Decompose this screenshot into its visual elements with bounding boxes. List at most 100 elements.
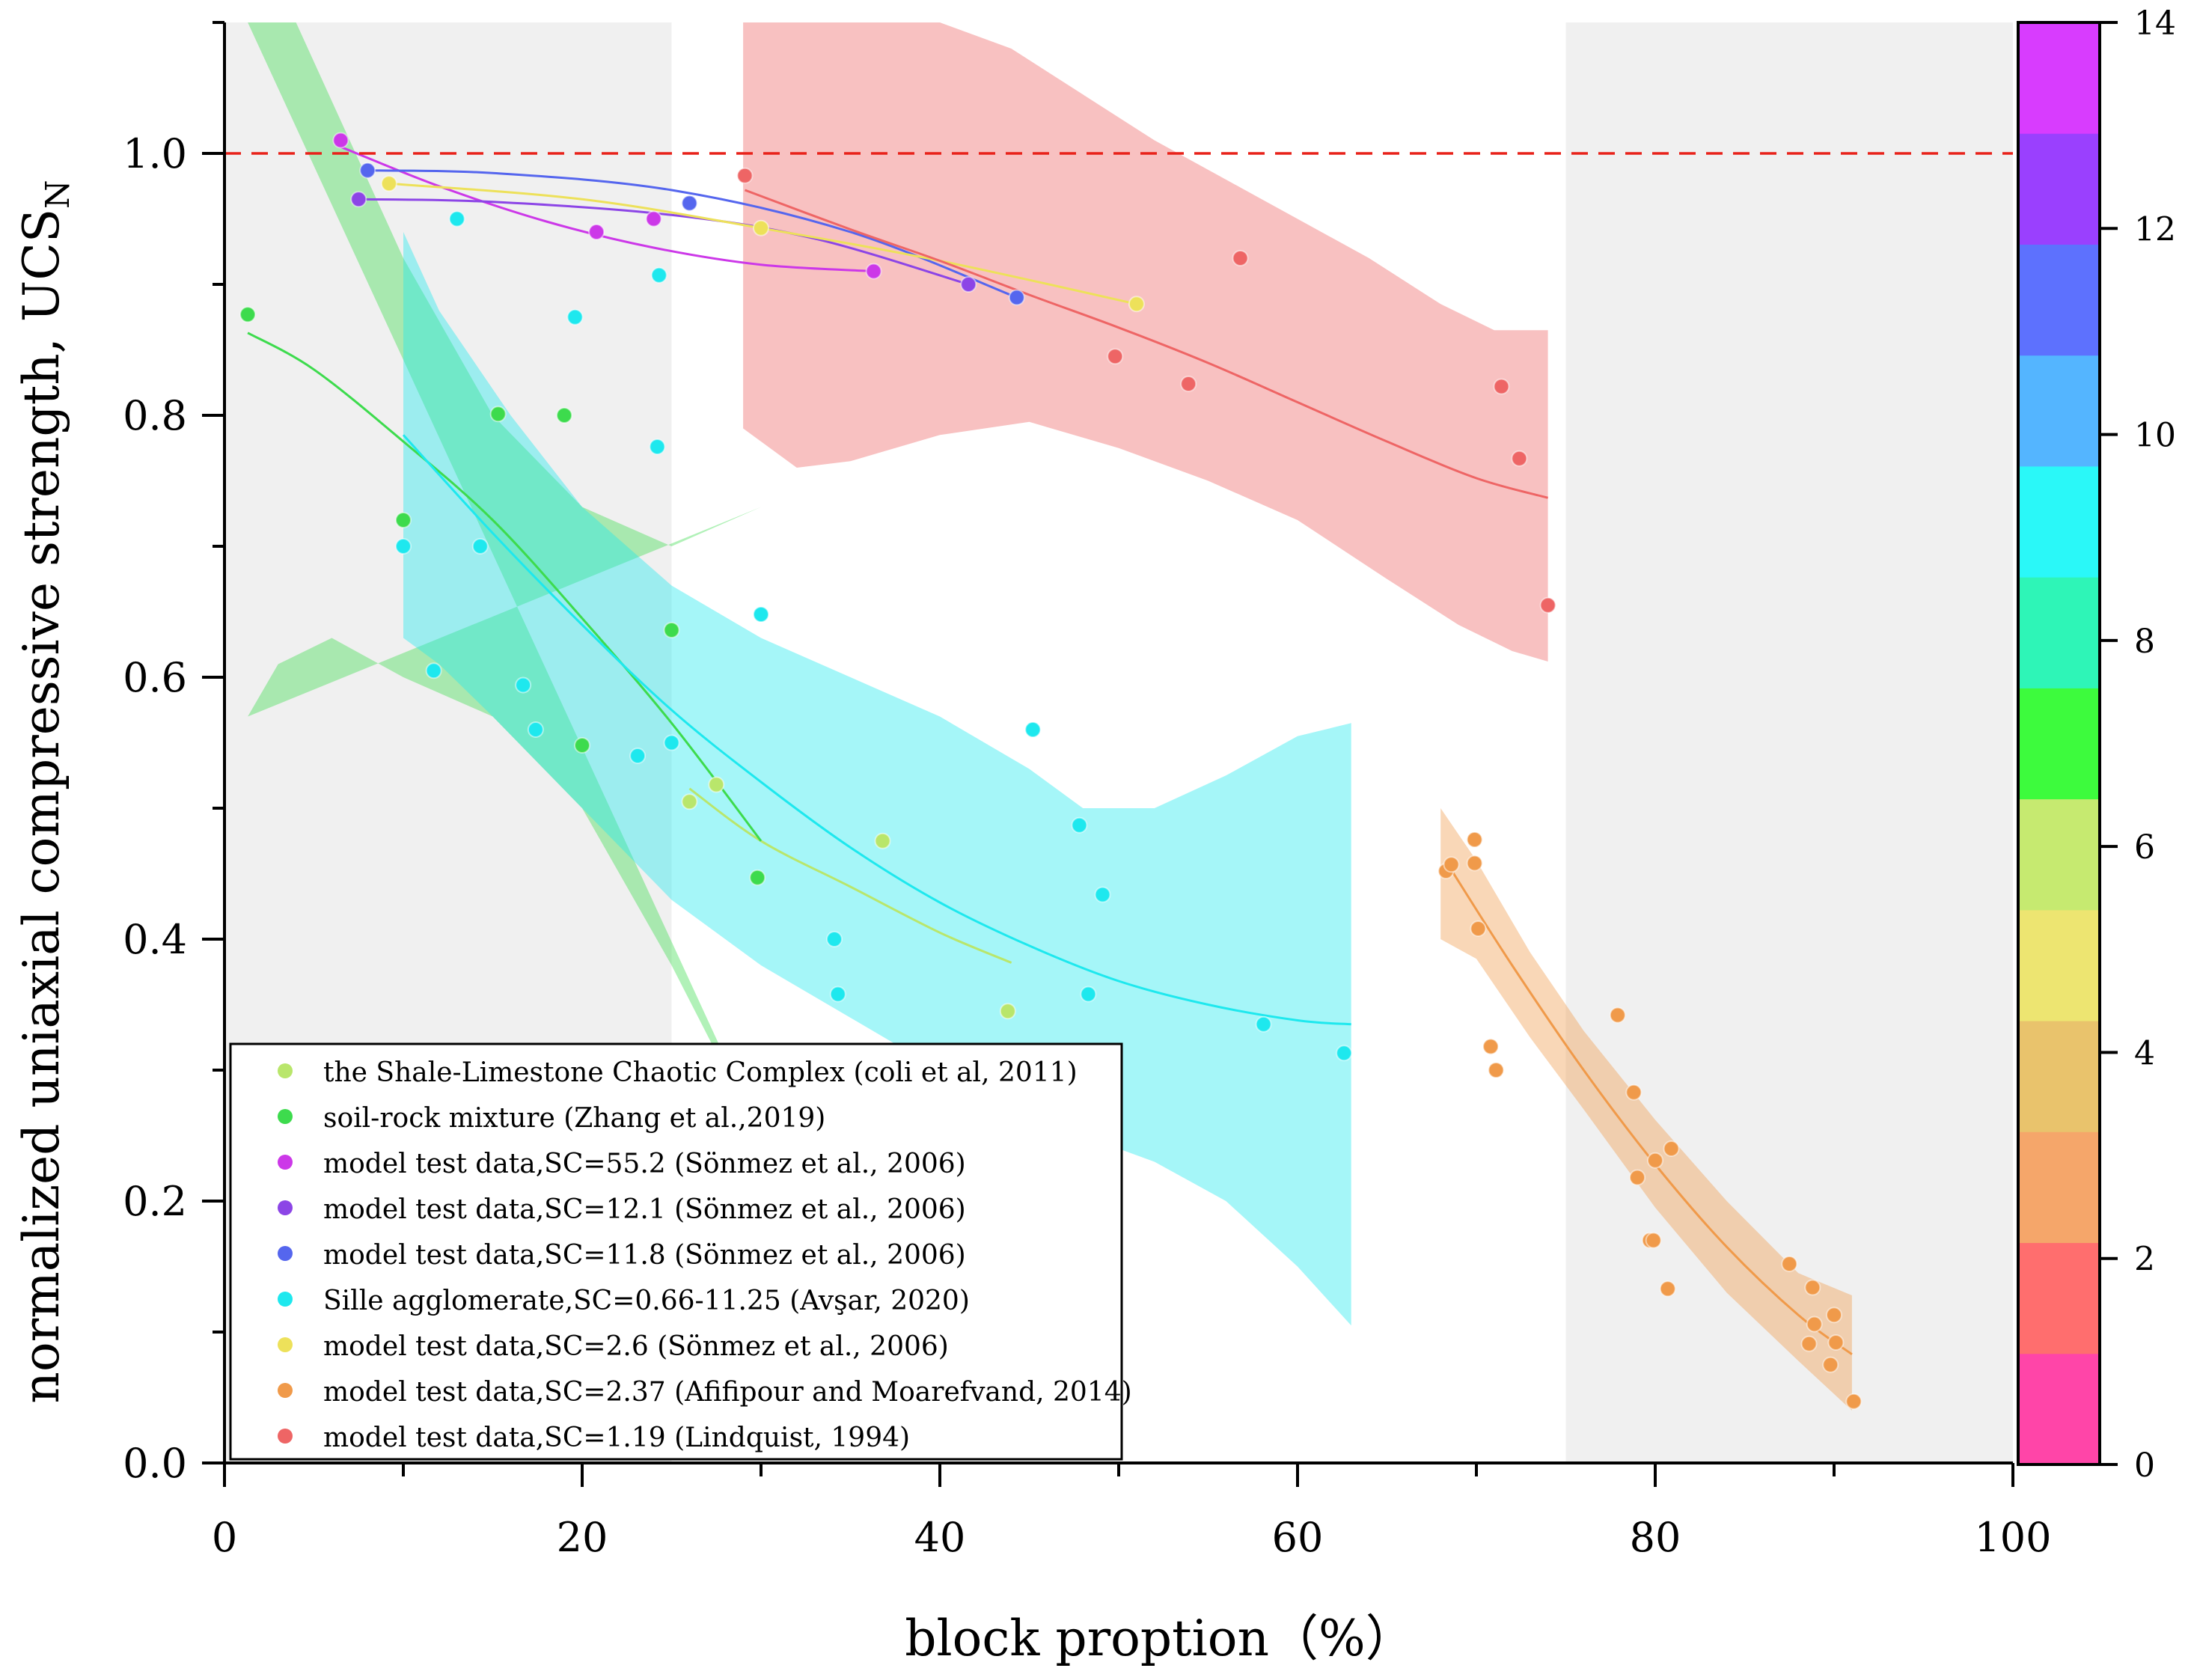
colorbar-tick-label: 4 [2134, 1034, 2155, 1072]
data-point-s6-8 [425, 662, 442, 679]
y-axis-title-main: normalized uniaxial compressive strength… [13, 209, 70, 1404]
data-point-s8-5 [1470, 920, 1487, 937]
data-point-s6-9 [515, 676, 532, 694]
colorbar-segment-10 [2018, 355, 2100, 467]
y-tick-label: 0.0 [123, 1440, 187, 1487]
confidence-band-9 [743, 22, 1548, 662]
data-point-s6-20 [1336, 1045, 1353, 1062]
data-point-s8-8 [1609, 1007, 1626, 1024]
colorbar-segment-6 [2018, 798, 2100, 911]
x-tick-label: 20 [557, 1514, 608, 1561]
data-point-s8-18 [1804, 1279, 1821, 1296]
data-point-s6-13 [1024, 721, 1042, 738]
data-point-s3-4 [865, 263, 882, 280]
colorbar-segment-1 [2018, 1353, 2100, 1465]
fit-curve-9 [744, 189, 1548, 499]
data-point-s8-12 [1645, 1232, 1662, 1249]
data-point-s8-9 [1625, 1084, 1643, 1101]
colorbar-segment-2 [2018, 1242, 2100, 1354]
data-point-s5-1 [359, 162, 376, 179]
x-tick-label: 80 [1630, 1514, 1681, 1561]
fit-curve-8 [1448, 866, 1853, 1356]
data-point-s8-19 [1806, 1316, 1823, 1333]
data-point-s8-22 [1827, 1334, 1845, 1351]
data-point-s1-3 [999, 1003, 1016, 1020]
data-point-s9-4 [1232, 250, 1249, 266]
x-axis-title: block proption（%） [905, 1610, 1414, 1667]
data-point-s8-2 [1443, 856, 1460, 873]
data-point-s5-2 [681, 195, 698, 212]
data-point-s4-1 [350, 191, 367, 208]
data-point-s2-7 [749, 869, 766, 886]
legend-marker [278, 1337, 293, 1352]
fit-curves [247, 145, 1853, 1356]
y-tick-label: 0.6 [123, 654, 187, 701]
confidence-band-8 [1440, 808, 1852, 1411]
x-tick-label: 60 [1272, 1514, 1324, 1561]
confidence-band-2 [248, 22, 762, 1136]
data-point-s9-6 [1511, 450, 1528, 467]
colorbar-segment-12 [2018, 132, 2100, 245]
data-point-s1-1 [681, 793, 698, 810]
legend-box [229, 1042, 1123, 1461]
x-tick-label: 100 [1974, 1514, 2051, 1561]
data-point-s6-11 [629, 748, 647, 764]
legend-marker [278, 1109, 293, 1124]
colorbar-tick-label: 2 [2134, 1241, 2155, 1279]
data-point-s6-4 [649, 439, 666, 455]
colorbar-frame [2017, 21, 2101, 1466]
colorbar-tick-label: 6 [2134, 828, 2155, 867]
legend-marker [278, 1200, 293, 1215]
colorbar-segment-9 [2018, 465, 2100, 578]
data-point-s6-18 [1080, 986, 1097, 1003]
colorbar-segment-7 [2018, 687, 2100, 800]
data-point-s6-5 [395, 538, 412, 555]
data-point-s8-23 [1845, 1393, 1863, 1410]
legend-marker [278, 1246, 293, 1261]
y-tick-label: 1.0 [123, 130, 187, 177]
legend-entry-label: model test data,SC=2.37 (Afifipour and M… [323, 1377, 1132, 1408]
colorbar-tick-label: 8 [2134, 623, 2155, 661]
data-point-s6-12 [663, 734, 680, 751]
fit-curve-1 [688, 787, 1012, 964]
data-point-s1-2 [708, 776, 725, 793]
colorbar-tick-label: 12 [2134, 210, 2176, 248]
legend-entry-label: model test data,SC=55.2 (Sönmez et al., … [323, 1149, 966, 1179]
data-point-s8-17 [1800, 1335, 1818, 1352]
y-tick-label: 0.2 [123, 1178, 187, 1225]
data-point-s8-3 [1466, 831, 1483, 848]
fit-curve-4 [358, 198, 969, 286]
x-tick-label: 40 [914, 1514, 966, 1561]
data-point-s6-15 [1094, 886, 1111, 903]
x-tick-label: 0 [212, 1514, 237, 1561]
data-point-s9-2 [1107, 348, 1124, 365]
data-point-s5-3 [1008, 289, 1025, 306]
data-point-s1-4 [874, 832, 891, 849]
data-point-s6-19 [1255, 1015, 1272, 1033]
data-point-s7-2 [753, 219, 769, 236]
legend-marker [278, 1429, 293, 1444]
colorbar-segment-13 [2018, 22, 2100, 134]
colorbar-segment-3 [2018, 1131, 2100, 1244]
legend-entry-label: Sille agglomerate,SC=0.66-11.25 (Avşar, … [323, 1286, 970, 1316]
legend-entry-label: the Shale-Limestone Chaotic Complex (col… [323, 1057, 1078, 1088]
fit-curve-2 [247, 332, 763, 842]
data-point-s7-1 [380, 175, 397, 192]
data-point-s3-1 [332, 132, 349, 149]
legend-entry-label: model test data,SC=12.1 (Sönmez et al., … [323, 1194, 966, 1225]
fit-curve-6 [402, 434, 1351, 1026]
data-point-s6-6 [471, 538, 489, 555]
colorbar-segment-8 [2018, 576, 2100, 688]
data-points [239, 132, 1863, 1410]
y-axis-title-subscript: N [39, 180, 77, 209]
data-point-s2-5 [663, 622, 680, 638]
data-point-s6-2 [650, 266, 667, 284]
data-point-s2-4 [395, 512, 412, 528]
legend-marker [278, 1383, 293, 1398]
data-point-s8-4 [1466, 855, 1483, 872]
data-point-s9-7 [1539, 596, 1556, 614]
data-point-s8-15 [1663, 1140, 1680, 1157]
data-point-s3-3 [645, 210, 662, 227]
data-point-s8-6 [1482, 1038, 1500, 1055]
